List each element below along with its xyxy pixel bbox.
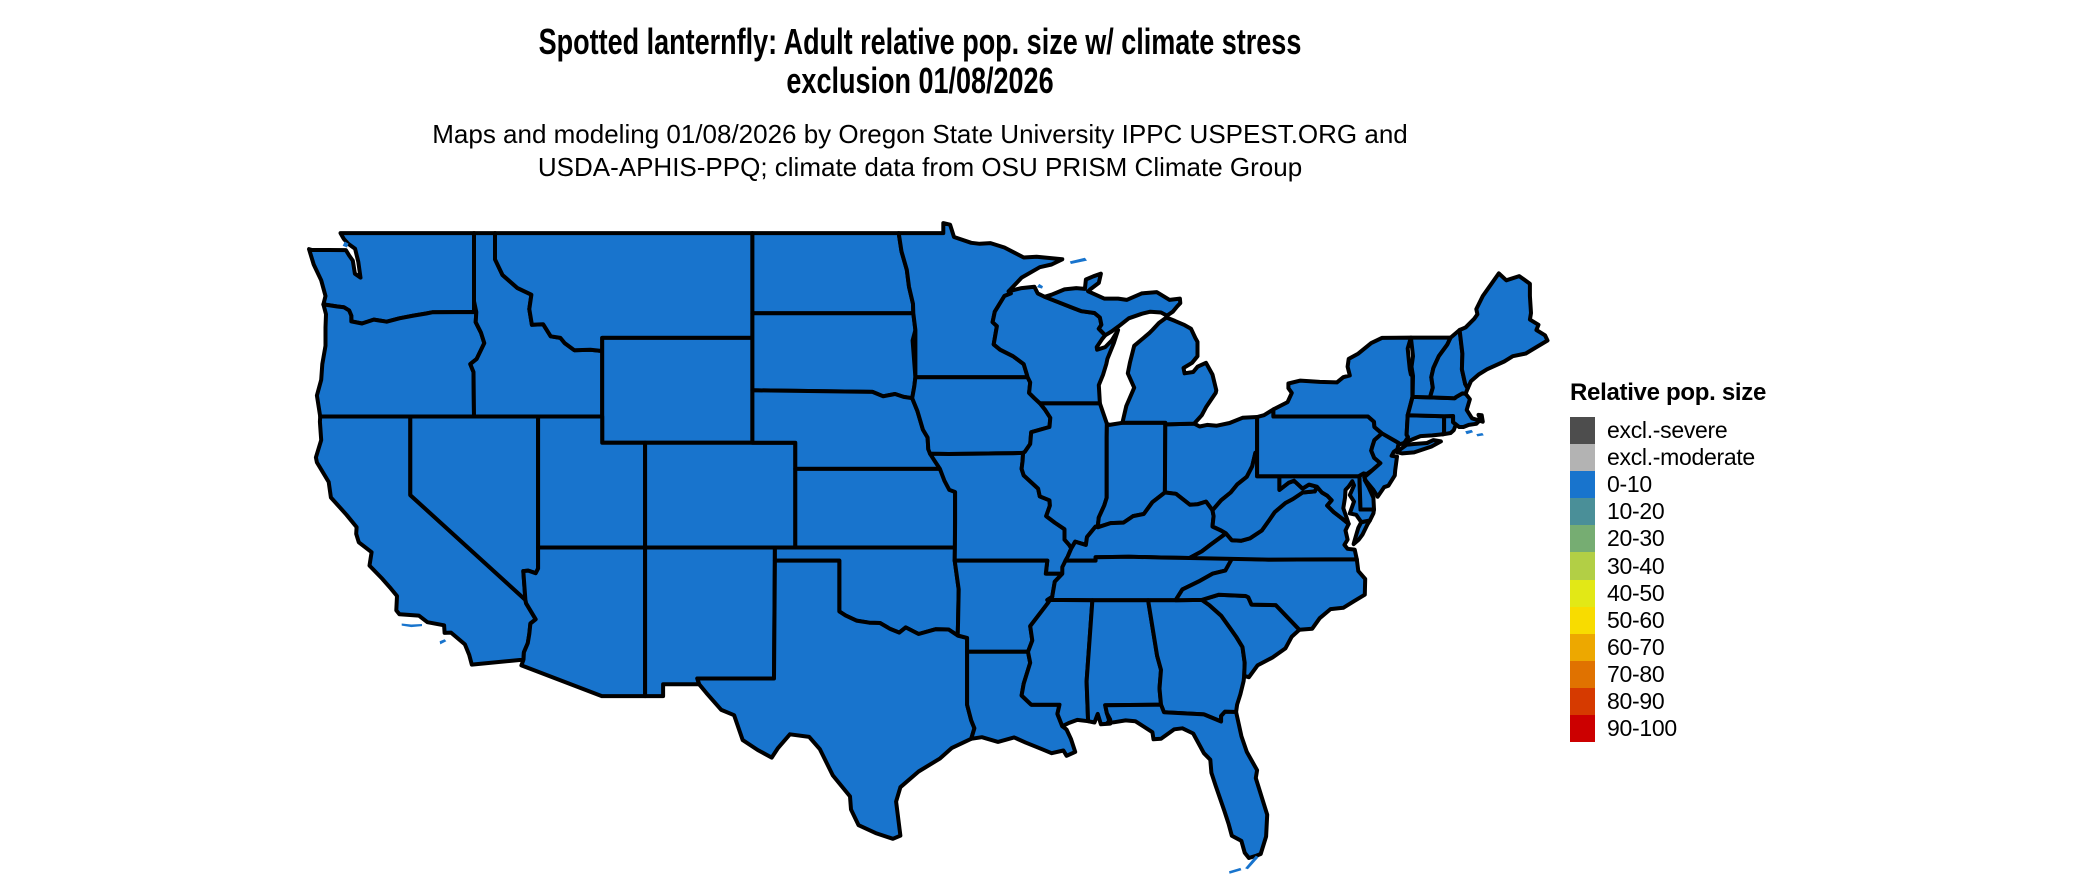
state-north-dakota bbox=[750, 231, 916, 316]
legend-item-label: 60-70 bbox=[1607, 633, 1665, 660]
figure-title: Spotted lanternfly: Adult relative pop. … bbox=[0, 22, 1840, 100]
legend-item-label: 70-80 bbox=[1607, 660, 1665, 687]
legend-swatch bbox=[1570, 471, 1595, 499]
legend-title: Relative pop. size bbox=[1570, 379, 1766, 406]
state-wyoming bbox=[600, 335, 755, 445]
legend-item-excl-severe: excl.-severe bbox=[1570, 417, 1766, 445]
state-arizona bbox=[519, 545, 648, 699]
legend-items: excl.-severe excl.-moderate 0-10 10-20 20-30… bbox=[1570, 417, 1766, 743]
legend-item-label: 40-50 bbox=[1607, 579, 1665, 606]
state-colorado bbox=[643, 440, 798, 550]
legend-item-label: 90-100 bbox=[1607, 715, 1677, 742]
legend-item-0-10: 0-10 bbox=[1570, 471, 1766, 499]
figure-subtitle-line2: USDA-APHIS-PPQ; climate data from OSU PR… bbox=[537, 152, 1303, 182]
legend-item-label: 30-40 bbox=[1607, 552, 1665, 579]
state-new-mexico bbox=[643, 545, 777, 699]
state-south-dakota bbox=[750, 311, 918, 401]
legend-item-50-60: 50-60 bbox=[1570, 606, 1766, 634]
state-new-york-long-island bbox=[1394, 438, 1443, 456]
state-oregon bbox=[314, 302, 487, 419]
island-channel-islands-north bbox=[401, 623, 422, 628]
legend-item-label: 10-20 bbox=[1607, 498, 1665, 525]
figure-subtitle: Maps and modeling 01/08/2026 by Oregon S… bbox=[0, 118, 1840, 184]
legend-swatch bbox=[1570, 498, 1595, 526]
island-santa-catalina-island bbox=[439, 639, 447, 645]
legend-swatch bbox=[1570, 417, 1595, 445]
island-isle-royale bbox=[1069, 257, 1087, 264]
state-michigan-lower bbox=[1120, 315, 1219, 427]
legend-swatch bbox=[1570, 552, 1595, 580]
legend-item-label: 80-90 bbox=[1607, 687, 1665, 714]
state-new-york bbox=[1271, 335, 1415, 447]
state-florida bbox=[1103, 702, 1270, 860]
island-san-juan-islands bbox=[342, 241, 349, 248]
island-apostle-islands bbox=[1037, 283, 1043, 289]
legend-item-30-40: 30-40 bbox=[1570, 552, 1766, 580]
legend-item-label: 50-60 bbox=[1607, 606, 1665, 633]
legend-swatch bbox=[1570, 715, 1595, 743]
legend-item-60-70: 60-70 bbox=[1570, 633, 1766, 661]
legend-item-label: excl.-moderate bbox=[1607, 444, 1755, 471]
island-marthas-vineyard bbox=[1465, 429, 1474, 435]
legend-item-90-100: 90-100 bbox=[1570, 715, 1766, 743]
state-texas bbox=[695, 558, 977, 841]
legend-item-70-80: 70-80 bbox=[1570, 660, 1766, 688]
legend-item-excl-moderate: excl.-moderate bbox=[1570, 444, 1766, 472]
legend-swatch bbox=[1570, 579, 1595, 607]
legend-item-10-20: 10-20 bbox=[1570, 498, 1766, 526]
legend-swatch bbox=[1570, 606, 1595, 634]
state-maryland bbox=[1277, 474, 1376, 526]
legend: Relative pop. size excl.-severe excl.-mod… bbox=[1570, 379, 1766, 743]
legend-item-40-50: 40-50 bbox=[1570, 579, 1766, 607]
legend-item-label: excl.-severe bbox=[1607, 417, 1728, 444]
legend-item-20-30: 20-30 bbox=[1570, 525, 1766, 553]
figure-title-line2: exclusion 01/08/2026 bbox=[786, 60, 1054, 101]
legend-item-label: 0-10 bbox=[1607, 471, 1652, 498]
legend-item-80-90: 80-90 bbox=[1570, 687, 1766, 716]
legend-swatch bbox=[1570, 687, 1595, 716]
figure-title-line1: Spotted lanternfly: Adult relative pop. … bbox=[538, 21, 1302, 62]
legend-swatch bbox=[1570, 444, 1595, 472]
state-new-jersey bbox=[1362, 431, 1401, 499]
legend-swatch bbox=[1570, 633, 1595, 661]
island-nantucket bbox=[1476, 433, 1484, 437]
state-michigan-upper bbox=[1042, 271, 1183, 338]
state-pennsylvania bbox=[1255, 407, 1384, 479]
island-florida-keys-lower bbox=[1229, 867, 1242, 874]
legend-swatch bbox=[1570, 525, 1595, 553]
legend-item-label: 20-30 bbox=[1607, 525, 1665, 552]
state-virginia-eastern-shore bbox=[1351, 518, 1372, 547]
state-maine bbox=[1457, 271, 1550, 391]
state-connecticut bbox=[1402, 413, 1447, 445]
state-kansas bbox=[793, 466, 958, 550]
figure-subtitle-line1: Maps and modeling 01/08/2026 by Oregon S… bbox=[432, 119, 1408, 149]
island-florida-keys-upper bbox=[1245, 855, 1259, 870]
legend-swatch bbox=[1570, 660, 1595, 688]
state-north-carolina bbox=[1173, 556, 1368, 632]
